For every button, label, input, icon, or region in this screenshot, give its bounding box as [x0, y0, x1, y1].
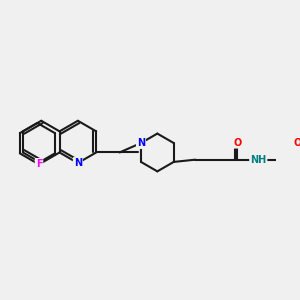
- Text: NH: NH: [250, 155, 266, 165]
- Text: O: O: [294, 138, 300, 148]
- Text: N: N: [137, 138, 145, 148]
- Text: F: F: [36, 159, 42, 169]
- Text: O: O: [233, 138, 241, 148]
- Text: N: N: [74, 158, 82, 168]
